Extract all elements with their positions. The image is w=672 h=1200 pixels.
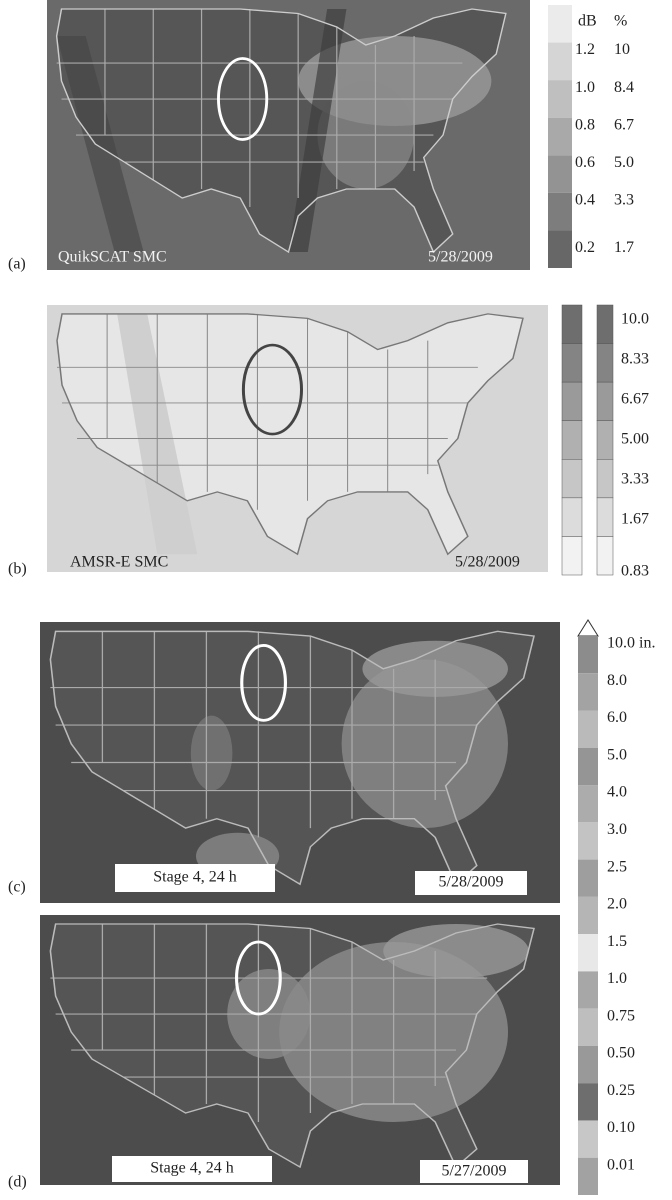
color-swatch (548, 155, 572, 193)
legend-header: % (614, 13, 627, 30)
panel-label: (c) (8, 879, 26, 896)
caption: QuikSCAT SMC (58, 249, 167, 266)
legend-label: 3.3 (614, 192, 634, 209)
map-c (40, 622, 560, 903)
color-swatch (597, 498, 613, 537)
overflow-triangle (578, 620, 598, 636)
legend-label: 0.50 (607, 1045, 635, 1062)
legend-label: 8.0 (607, 672, 627, 689)
legend-a: dB% 1.2 10 1.0 8.4 0.8 6.7 0.6 5.0 0.4 3.3 0.2 1.7 (548, 5, 634, 268)
legend-label: 5.0 (614, 154, 634, 171)
color-swatch (562, 498, 582, 537)
legend-label: 1.2 (575, 41, 595, 58)
color-swatch (578, 673, 598, 710)
color-swatch (578, 636, 598, 673)
legend-label: 0.8 (575, 116, 595, 133)
color-swatch (597, 536, 613, 575)
color-swatch (548, 118, 572, 156)
color-swatch (578, 748, 598, 785)
figure: (a) QuikSCAT SMC 5/28/2009 dB% 1.2 10 1.0 8.… (0, 0, 672, 1195)
legend-label: 5.0 (607, 746, 627, 763)
legend-label: 0.83 (621, 563, 649, 580)
color-swatch (562, 421, 582, 460)
legend-label: 1.0 (607, 970, 627, 987)
legend-label: 8.33 (621, 351, 649, 368)
legend-label: 10 (614, 41, 630, 58)
caption: Stage 4, 24 h (150, 1160, 234, 1177)
date: 5/28/2009 (439, 874, 504, 891)
legend-label: 0.6 (575, 154, 595, 171)
precip-legend: 10.0 in. 8.0 6.0 5.0 4.0 3.0 2.5 2.0 1.5 1.0 0.75 0… (578, 620, 655, 1195)
color-swatch (562, 305, 582, 344)
legend-label: 0.01 (607, 1156, 635, 1173)
legend-label: 1.7 (614, 239, 634, 256)
legend-label: 6.67 (621, 391, 649, 408)
color-swatch (548, 193, 572, 231)
color-swatch (597, 459, 613, 498)
map-d (40, 915, 560, 1185)
legend-label: 6.7 (614, 116, 634, 133)
legend-label: 10.0 (621, 311, 649, 328)
color-swatch (578, 785, 598, 822)
color-swatch (597, 344, 613, 383)
legend-label: 1.5 (607, 933, 627, 950)
color-swatch (548, 5, 572, 43)
legend-label: 0.25 (607, 1082, 635, 1099)
color-swatch (597, 305, 613, 344)
panel-label: (a) (8, 256, 26, 273)
color-swatch (578, 822, 598, 859)
panel-label: (d) (8, 1174, 27, 1191)
legend-label: 3.33 (621, 471, 649, 488)
color-swatch (597, 421, 613, 460)
map-a (47, 0, 530, 270)
legend-label: 6.0 (607, 709, 627, 726)
legend-label: 4.0 (607, 784, 627, 801)
legend-label: 8.4 (614, 79, 634, 96)
color-swatch (578, 1046, 598, 1083)
color-swatch (562, 382, 582, 421)
legend-label: 2.0 (607, 896, 627, 913)
color-swatch (578, 1083, 598, 1120)
map-b (47, 305, 548, 572)
color-swatch (548, 43, 572, 81)
legend-label: 0.75 (607, 1007, 635, 1024)
date: 5/28/2009 (428, 249, 493, 266)
date: 5/27/2009 (442, 1163, 507, 1180)
color-swatch (562, 344, 582, 383)
legend-label: 1.0 (575, 79, 595, 96)
legend-b: 10.0 8.33 6.67 5.00 3.33 1.67 0.83 (562, 305, 649, 580)
legend-label: 3.0 (607, 821, 627, 838)
panel-label: (b) (8, 561, 27, 578)
legend-label: 1.67 (621, 511, 649, 528)
caption: AMSR-E SMC (70, 554, 168, 571)
color-swatch (597, 382, 613, 421)
color-swatch (578, 897, 598, 934)
color-swatch (578, 1120, 598, 1157)
date: 5/28/2009 (455, 554, 520, 571)
color-swatch (562, 536, 582, 575)
color-swatch (548, 230, 572, 268)
legend-label: 2.5 (607, 858, 627, 875)
color-swatch (578, 1158, 598, 1195)
color-swatch (578, 711, 598, 748)
legend-label: 0.10 (607, 1119, 635, 1136)
legend-label: 5.00 (621, 431, 649, 448)
color-swatch (578, 934, 598, 971)
color-swatch (578, 1009, 598, 1046)
color-swatch (562, 459, 582, 498)
legend-label: 0.4 (575, 192, 595, 209)
caption: Stage 4, 24 h (153, 869, 237, 886)
color-swatch (578, 860, 598, 897)
legend-label: 10.0 in. (607, 635, 655, 652)
color-swatch (578, 971, 598, 1008)
legend-label: 0.2 (575, 239, 595, 256)
color-swatch (548, 80, 572, 118)
legend-header: dB (578, 13, 597, 30)
